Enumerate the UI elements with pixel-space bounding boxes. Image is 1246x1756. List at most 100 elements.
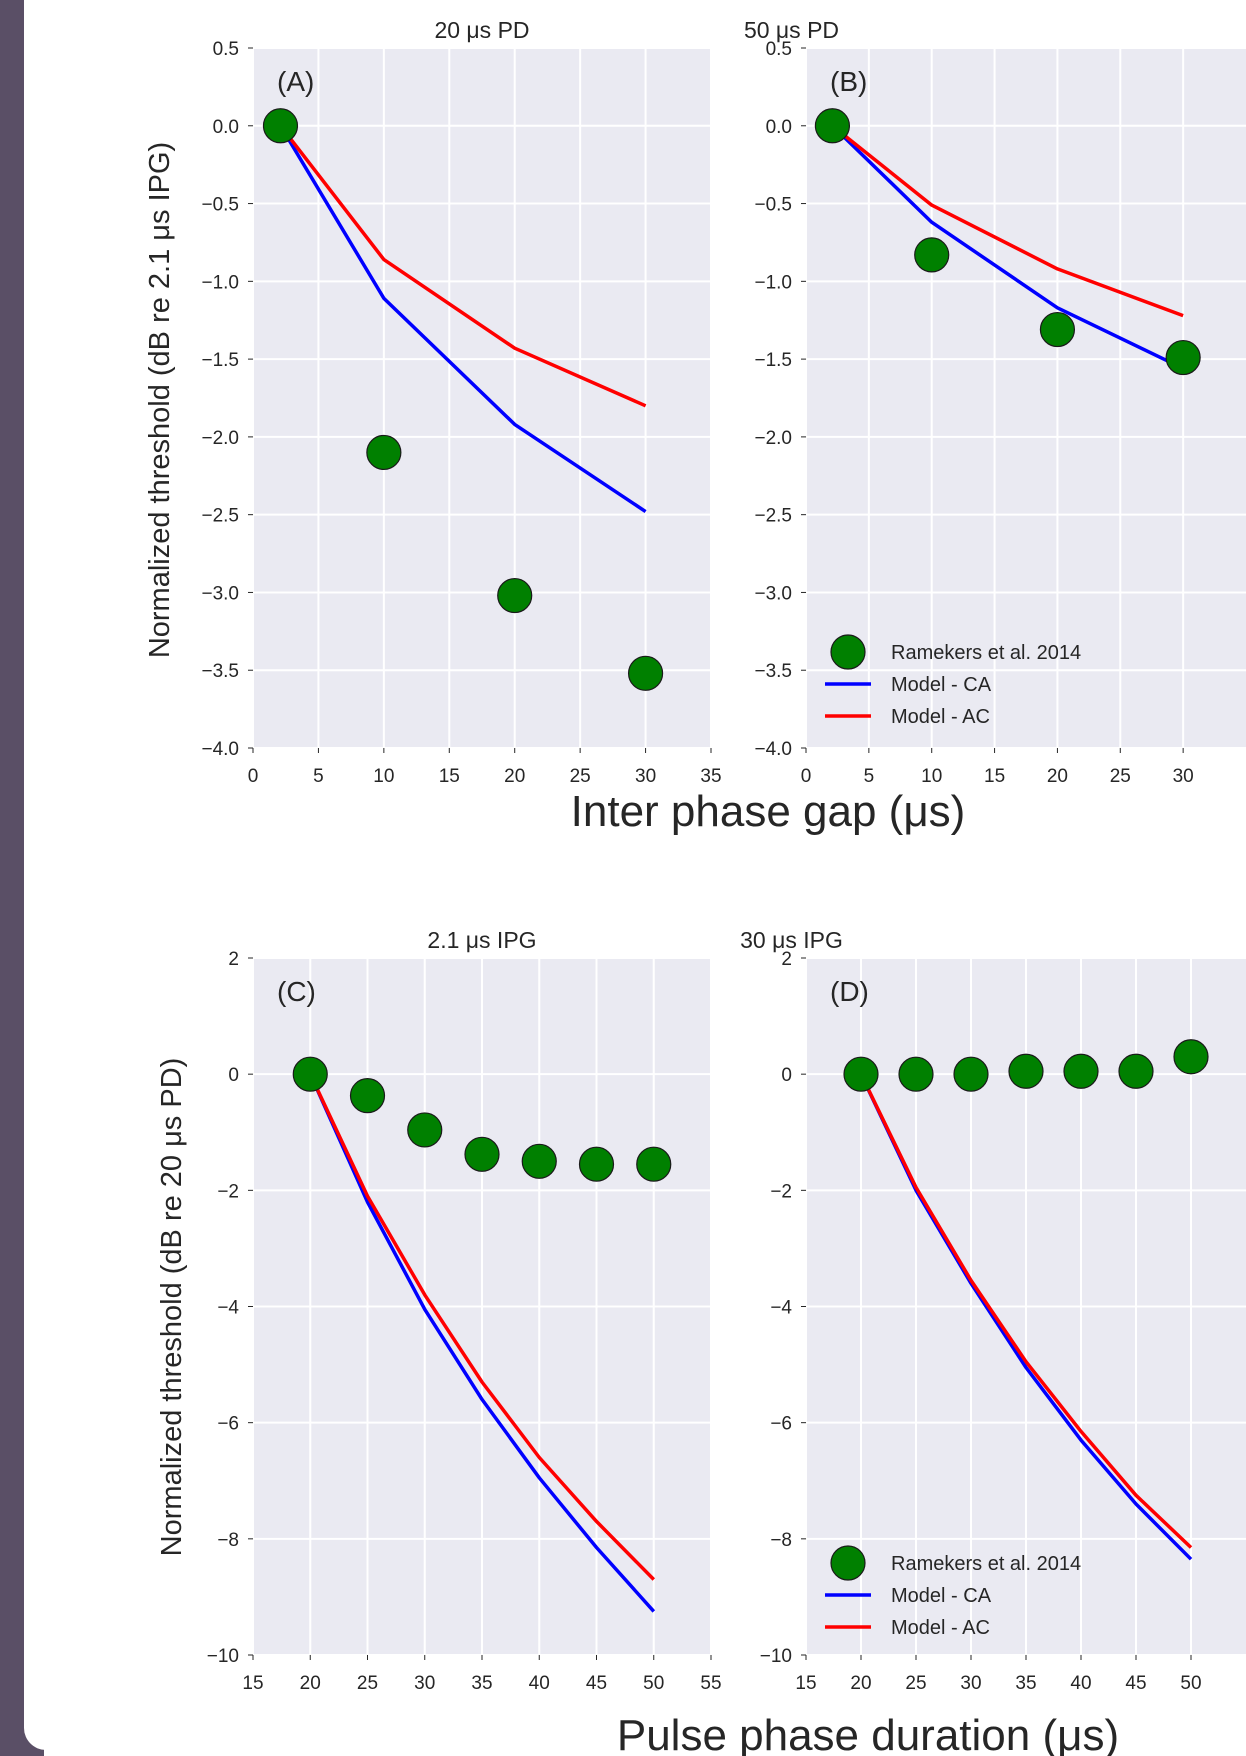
y-tick-label: −10 — [760, 1646, 792, 1667]
y-tick-label: 0 — [228, 1065, 239, 1086]
plot-background — [253, 48, 711, 748]
y-tick-label: −0.5 — [201, 195, 239, 216]
series-line-model-ca — [278, 124, 647, 514]
data-point — [464, 1136, 500, 1172]
legend: Ramekers et al. 2014 Model - CA Model - AC — [825, 1545, 1081, 1639]
grid-lines — [253, 48, 711, 748]
x-tick-label: 15 — [242, 1673, 263, 1694]
data-markers — [262, 108, 664, 691]
y-tick-label: −4.0 — [754, 739, 792, 760]
y-tick-label: −8 — [770, 1530, 792, 1551]
y-tick-label: −2.0 — [201, 428, 239, 449]
x-tick-label: 50 — [1180, 1673, 1201, 1694]
data-point — [497, 577, 533, 614]
y-tick-label: −6 — [217, 1414, 239, 1435]
data-point — [898, 1056, 934, 1092]
x-tick-label: 20 — [1047, 766, 1068, 787]
y-tick-label: −3.0 — [754, 583, 792, 604]
series-group — [278, 124, 647, 514]
panel-title: 30 μs IPG — [740, 927, 843, 953]
data-markers — [292, 1056, 672, 1182]
data-point — [1039, 311, 1076, 348]
x-tick-label: 45 — [586, 1673, 607, 1694]
y-tick-label: 2 — [781, 949, 792, 970]
y-tick-label: −4.0 — [201, 739, 239, 760]
y-tick-label: 2 — [228, 949, 239, 970]
series-line-model-ca — [831, 124, 1184, 370]
data-point — [1118, 1053, 1154, 1089]
x-tick-label: 5 — [313, 766, 324, 787]
legend-label: Ramekers et al. 2014 — [891, 1553, 1081, 1575]
y-tick-label: −2.5 — [201, 506, 239, 527]
x-tick-label: 0 — [248, 766, 259, 787]
x-tick-label: 30 — [635, 766, 656, 787]
data-point — [521, 1143, 557, 1179]
series-line-model-ac — [308, 1073, 656, 1581]
data-point — [1063, 1053, 1099, 1089]
x-tick-label: 25 — [1110, 766, 1131, 787]
x-tick-label: 25 — [570, 766, 591, 787]
x-tick-label: 30 — [960, 1673, 981, 1694]
y-tick-label: −1.0 — [754, 272, 792, 293]
top-x-axis-label: Inter phase gap (μs) — [571, 787, 966, 836]
series-line-model-ca — [308, 1073, 656, 1613]
y-tick-label: −0.5 — [754, 195, 792, 216]
x-tick-label: 10 — [373, 766, 394, 787]
bottom-x-axis-label: Pulse phase duration (μs) — [617, 1711, 1119, 1756]
x-tick-label: 5 — [864, 766, 875, 787]
x-tick-label: 25 — [905, 1673, 926, 1694]
bottom-y-axis-label: Normalized threshold (dB re 20 μs PD) — [156, 1058, 188, 1557]
y-tick-label: −1.5 — [754, 350, 792, 371]
y-tick-label: −10 — [207, 1646, 239, 1667]
legend: Ramekers et al. 2014 Model - CA Model - AC — [825, 634, 1081, 728]
series-group — [859, 1073, 1193, 1561]
y-tick-label: −6 — [770, 1414, 792, 1435]
y-tick-label: −4 — [770, 1298, 792, 1319]
panel-label: (C) — [277, 976, 316, 1007]
legend-label: Model - CA — [891, 674, 992, 696]
series-line-model-ac — [279, 124, 647, 408]
series-line-model-ac — [859, 1073, 1193, 1549]
x-tick-label: 35 — [1015, 1673, 1036, 1694]
legend-marker — [830, 634, 866, 670]
y-tick-label: 0.0 — [766, 117, 792, 138]
x-tick-label: 20 — [850, 1673, 871, 1694]
y-tick-label: 0 — [781, 1065, 792, 1086]
data-point — [292, 1056, 328, 1092]
data-markers — [814, 108, 1201, 376]
x-tick-label: 0 — [801, 766, 812, 787]
panel-label: (D) — [830, 976, 869, 1007]
data-markers — [843, 1039, 1209, 1092]
y-tick-label: −3.0 — [201, 583, 239, 604]
data-point — [843, 1056, 879, 1092]
y-tick-label: −2.0 — [754, 428, 792, 449]
x-tick-label: 20 — [504, 766, 525, 787]
y-tick-label: −2.5 — [754, 506, 792, 527]
x-tick-label: 20 — [300, 1673, 321, 1694]
panel-title: 50 μs PD — [744, 17, 839, 43]
x-tick-label: 15 — [439, 766, 460, 787]
x-tick-label: 15 — [795, 1673, 816, 1694]
x-tick-label: 35 — [471, 1673, 492, 1694]
data-point — [578, 1146, 615, 1182]
x-tick-label: 30 — [414, 1673, 435, 1694]
grid-lines — [253, 958, 711, 1655]
data-point — [914, 237, 950, 273]
x-tick-label: 25 — [357, 1673, 378, 1694]
panel-label: (A) — [277, 66, 314, 97]
data-point — [1008, 1053, 1044, 1089]
data-point — [407, 1112, 443, 1148]
y-tick-label: −4 — [217, 1298, 239, 1319]
x-tick-label: 40 — [529, 1673, 550, 1694]
y-tick-label: −8 — [217, 1530, 239, 1551]
series-group — [831, 124, 1184, 370]
y-tick-label: 0.0 — [213, 117, 239, 138]
data-point — [814, 108, 851, 144]
x-tick-label: 15 — [984, 766, 1005, 787]
x-tick-label: 40 — [1070, 1673, 1091, 1694]
data-point — [953, 1056, 989, 1092]
x-tick-label: 55 — [700, 1673, 721, 1694]
data-point — [262, 108, 299, 144]
